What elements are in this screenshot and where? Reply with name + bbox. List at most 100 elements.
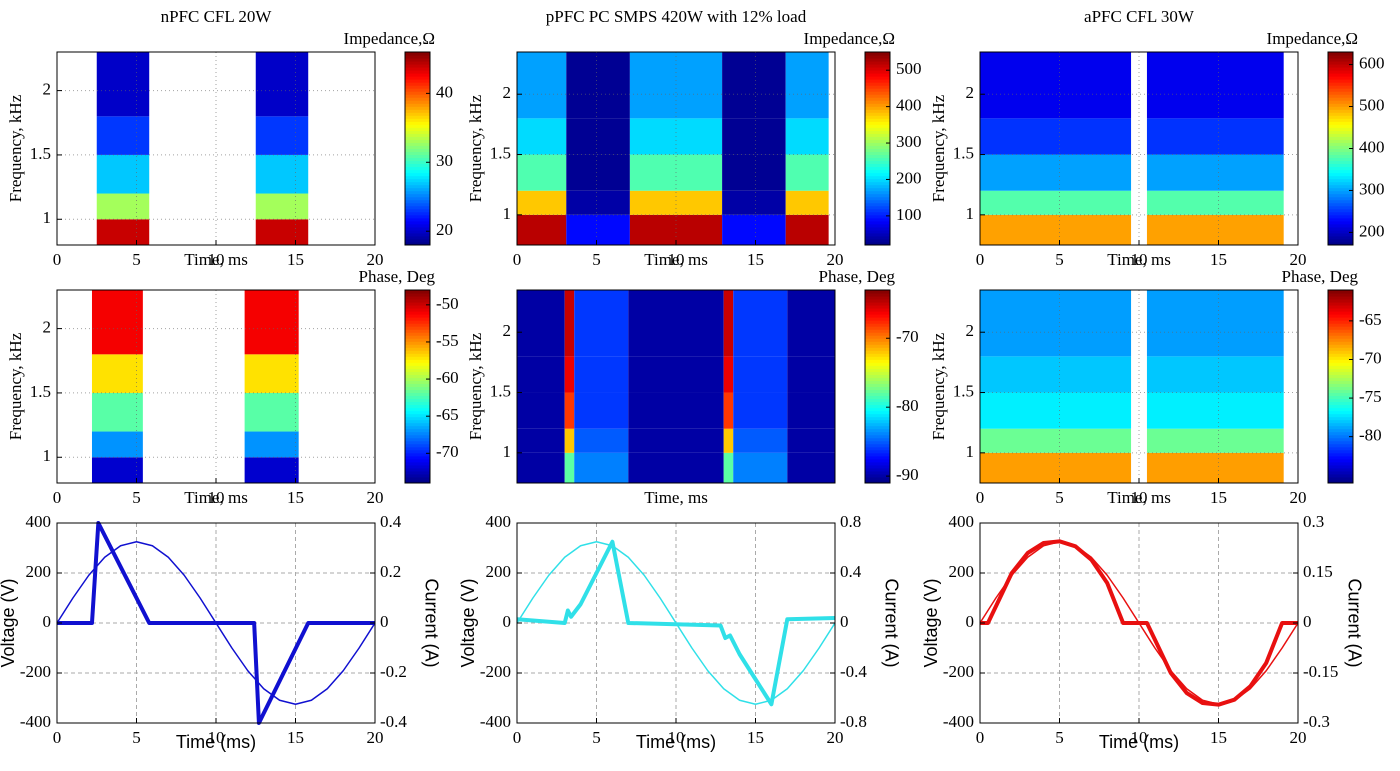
colorbar-tick-label: -80	[896, 396, 919, 415]
colorbar-segment	[405, 85, 430, 89]
colorbar-segment	[405, 163, 430, 168]
chart-title: nPFC CFL 20W	[161, 7, 273, 26]
heatmap-cell	[733, 452, 788, 483]
y2-tick-label: 0.15	[1303, 562, 1333, 581]
colorbar-segment	[865, 97, 890, 101]
colorbar-segment	[405, 130, 430, 134]
x-tick-label: 15	[747, 250, 764, 269]
colorbar-segment	[405, 127, 430, 131]
colorbar-segment	[405, 323, 430, 327]
colorbar-segment	[865, 145, 890, 149]
y-tick-label: 0	[966, 612, 975, 631]
heatmap-cell	[244, 431, 299, 458]
colorbar-segment	[1328, 437, 1353, 442]
colorbar-segment	[405, 148, 430, 153]
colorbar-segment	[1328, 121, 1353, 125]
colorbar-segment	[1328, 238, 1353, 243]
colorbar-segment	[865, 73, 890, 77]
colorbar-segment	[405, 55, 430, 59]
colorbar-segment	[1328, 160, 1353, 165]
colorbar-segment	[405, 311, 430, 315]
y2-tick-label: -0.8	[840, 712, 867, 731]
colorbar-segment	[405, 413, 430, 418]
colorbar-segment	[865, 223, 890, 228]
colorbar-tick-label: -75	[1359, 387, 1382, 406]
colorbar-segment	[405, 329, 430, 333]
colorbar-segment	[405, 293, 430, 297]
colorbar-segment	[405, 449, 430, 454]
colorbar-segment	[865, 127, 890, 131]
colorbar-segment	[1328, 223, 1353, 228]
colorbar-segment	[405, 79, 430, 83]
heatmap-cell	[517, 392, 565, 429]
y-tick-label: 2	[503, 321, 512, 340]
colorbar-frame	[864, 51, 891, 246]
colorbar-segment	[865, 335, 890, 339]
colorbar-segment	[865, 229, 890, 234]
colorbar-segment	[405, 124, 430, 128]
y-tick-label: 1	[503, 442, 512, 461]
colorbar-segment	[1328, 473, 1353, 478]
colorbar-segment	[1328, 184, 1353, 189]
x-tick-label: 0	[513, 250, 522, 269]
colorbar-segment	[1328, 299, 1353, 303]
colorbar-segment	[405, 341, 430, 345]
y-axis-label: Voltage (V)	[458, 578, 478, 667]
colorbar-segment	[865, 139, 890, 143]
colorbar-segment	[405, 58, 430, 62]
colorbar-segment	[1328, 467, 1353, 472]
x-tick-label: 20	[1290, 728, 1307, 747]
colorbar-segment	[865, 115, 890, 119]
x-tick-label: 15	[287, 488, 304, 507]
x-tick-label: 0	[976, 488, 985, 507]
colorbar-segment	[1328, 91, 1353, 95]
heatmap-cell	[733, 290, 788, 357]
colorbar-segment	[1328, 428, 1353, 433]
colorbar-segment	[1328, 97, 1353, 101]
colorbar-segment	[1328, 350, 1353, 354]
heatmap-cell	[980, 356, 1132, 393]
colorbar-segment	[865, 341, 890, 345]
x-tick-label: 10	[208, 488, 225, 507]
colorbar-segment	[405, 52, 430, 56]
heatmap-cell	[517, 428, 565, 453]
colorbar-segment	[1328, 58, 1353, 62]
y-tick-label: -200	[943, 662, 974, 681]
colorbar-segment	[1328, 374, 1353, 378]
heatmap-cell	[628, 392, 724, 429]
y-tick-label: 400	[949, 512, 975, 531]
x-tick-label: 0	[53, 250, 62, 269]
colorbar-segment	[1328, 118, 1353, 122]
colorbar-segment	[865, 461, 890, 466]
colorbar-segment	[405, 214, 430, 219]
colorbar-segment	[405, 178, 430, 183]
colorbar-segment	[405, 157, 430, 162]
colorbar-segment	[865, 106, 890, 110]
heatmap-cell	[574, 290, 629, 357]
colorbar-segment	[405, 100, 430, 104]
colorbar-segment	[405, 371, 430, 375]
colorbar-segment	[405, 308, 430, 312]
colorbar-segment	[405, 368, 430, 372]
heatmap-cell	[980, 290, 1132, 357]
colorbar-segment	[405, 458, 430, 463]
colorbar-segment	[1328, 193, 1353, 198]
y2-tick-label: -0.3	[1303, 712, 1330, 731]
x-tick-label: 0	[513, 728, 522, 747]
heatmap-cell	[91, 354, 143, 393]
colorbar-segment	[1328, 235, 1353, 240]
colorbar-tick-label: -65	[1359, 310, 1382, 329]
heatmap-cell	[629, 214, 723, 245]
colorbar-segment	[405, 211, 430, 216]
colorbar-segment	[865, 232, 890, 237]
colorbar-segment	[1328, 443, 1353, 448]
colorbar-segment	[1328, 88, 1353, 92]
y-tick-label: 1	[503, 204, 512, 223]
x-tick-label: 20	[827, 728, 844, 747]
y-axis-label: Voltage (V)	[921, 578, 941, 667]
colorbar-segment	[1328, 211, 1353, 216]
heatmap-cell	[517, 118, 567, 155]
colorbar-segment	[865, 332, 890, 336]
x-tick-label: 20	[1290, 250, 1307, 269]
colorbar-segment	[405, 395, 430, 400]
